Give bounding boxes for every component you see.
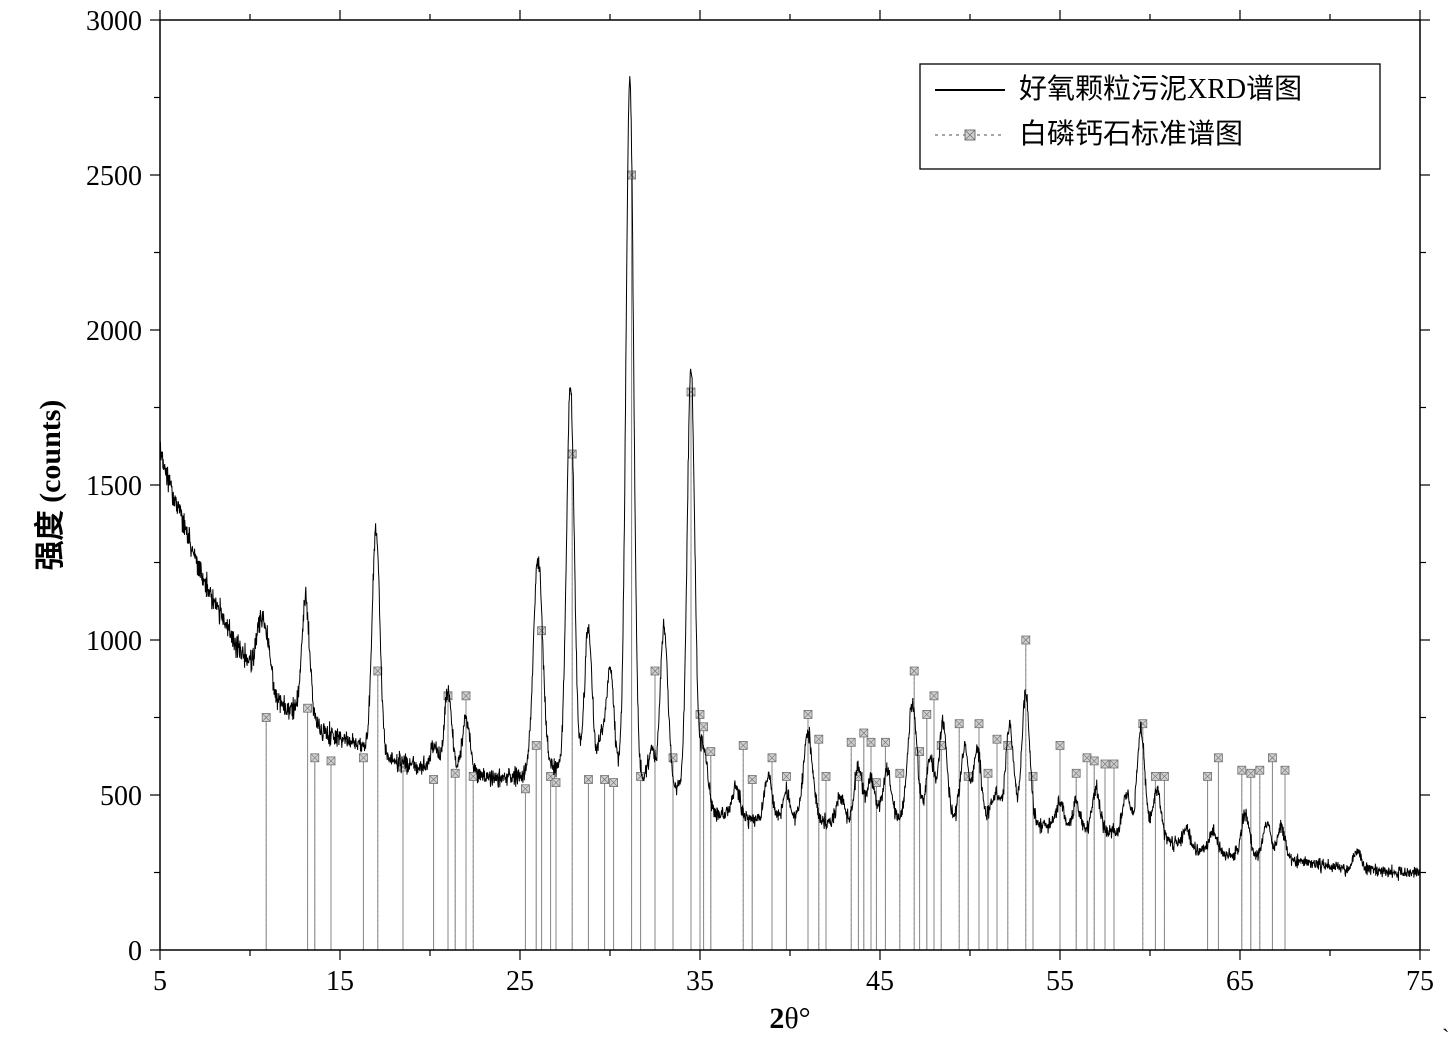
- y-tick-label: 1000: [86, 626, 142, 657]
- x-tick-label: 25: [506, 966, 534, 997]
- x-tick-label: 5: [153, 966, 167, 997]
- y-tick-label: 2000: [86, 316, 142, 347]
- x-tick-label: 65: [1226, 966, 1254, 997]
- y-tick-label: 2500: [86, 161, 142, 192]
- y-axis-label: 强度 (counts): [34, 400, 67, 571]
- x-tick-label: 55: [1046, 966, 1074, 997]
- svg-text:`: `: [1442, 1024, 1449, 1049]
- x-tick-label: 75: [1406, 966, 1434, 997]
- x-tick-label: 15: [326, 966, 354, 997]
- y-tick-label: 500: [100, 781, 142, 812]
- legend-label-reference: 白磷钙石标准谱图: [1019, 118, 1243, 150]
- legend-label-sample: 好氧颗粒污泥XRD谱图: [1019, 73, 1302, 105]
- xrd-chart: 5 15 25 35 45 55 65 75 0 500 1000 1500 2000 2500 3000 2…: [0, 0, 1456, 1054]
- x-tick-label: 35: [686, 966, 714, 997]
- x-tick-label: 45: [866, 966, 894, 997]
- y-tick-label: 3000: [86, 6, 142, 37]
- chart-root: 5 15 25 35 45 55 65 75 0 500 1000 1500 2000 2500 3000 2…: [0, 0, 1456, 1054]
- y-tick-label: 0: [128, 936, 142, 967]
- y-tick-label: 1500: [86, 471, 142, 502]
- x-axis-label: 2θ°: [769, 1002, 810, 1035]
- legend-box: 好氧颗粒污泥XRD谱图白磷钙石标准谱图: [920, 64, 1380, 169]
